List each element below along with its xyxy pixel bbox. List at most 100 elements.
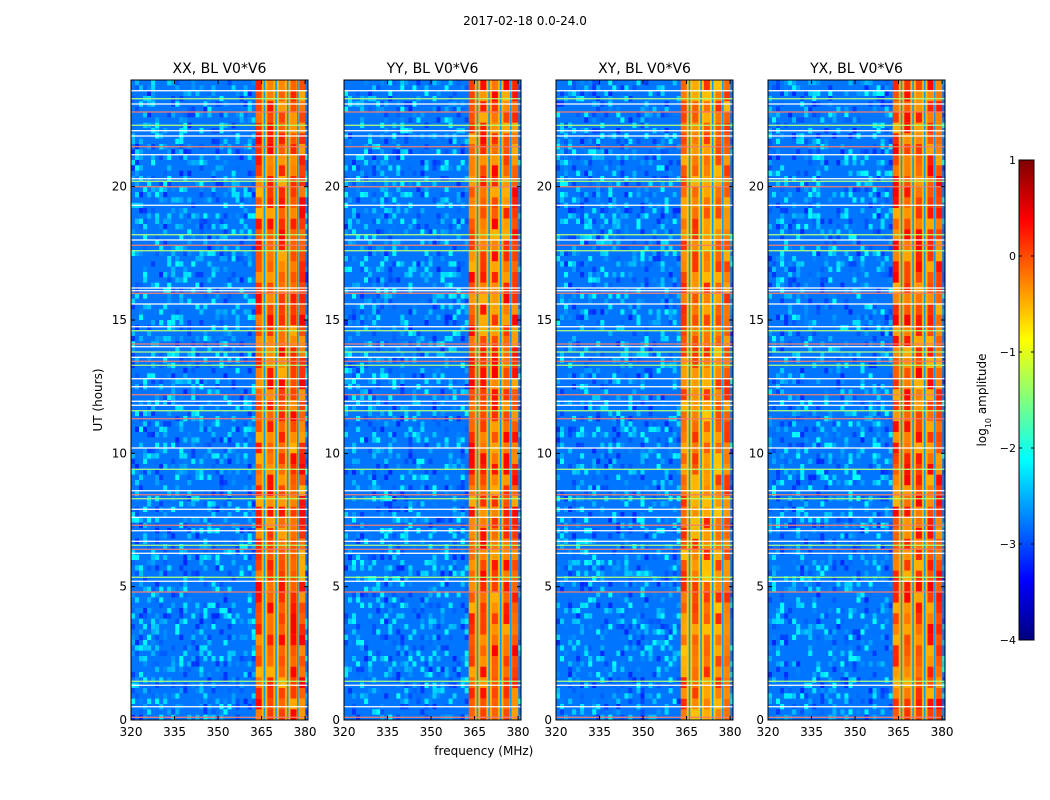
flagged-time-line — [556, 180, 733, 182]
flagged-time-line — [768, 716, 945, 718]
channel-segment — [915, 453, 922, 464]
x-tick-label: 335 — [588, 725, 611, 739]
flagged-time-line — [344, 386, 521, 388]
channel-segment — [480, 592, 487, 603]
channel-segment — [290, 496, 297, 507]
channel-segment — [703, 506, 710, 518]
channel-segment — [255, 208, 262, 219]
channel-segment — [503, 314, 510, 326]
channel-gap — [286, 80, 289, 720]
channel-segment — [278, 154, 285, 166]
channel-segment — [892, 688, 899, 699]
channel-segment — [892, 101, 899, 112]
flagged-time-line — [768, 468, 945, 470]
channel-segment — [680, 453, 687, 464]
channel-segment — [503, 538, 510, 550]
flagged-time-line — [131, 684, 308, 686]
channel-segment — [267, 101, 274, 112]
channel-segment — [892, 432, 899, 443]
channel-segment — [255, 144, 262, 155]
channel-segment — [267, 250, 274, 262]
channel-segment — [290, 549, 297, 560]
channel-segment — [267, 474, 274, 486]
channel-segment — [680, 560, 687, 571]
y-tick-label: 20 — [325, 180, 340, 194]
channel-segment — [278, 186, 285, 198]
panel-title: XY, BL V0*V6 — [598, 61, 691, 77]
channel-segment — [915, 314, 922, 326]
flagged-time-line — [768, 292, 945, 294]
channel-segment — [290, 378, 297, 390]
flagged-time-line — [131, 386, 308, 388]
flagged-time-line — [131, 103, 308, 105]
channel-segment — [491, 570, 498, 582]
flagged-time-line — [768, 498, 945, 500]
flagged-time-line — [768, 706, 945, 708]
channel-segment — [692, 101, 699, 112]
flagged-time-line — [131, 410, 308, 412]
channel-segment — [491, 698, 498, 710]
channel-segment — [491, 688, 498, 699]
channel-segment — [267, 272, 274, 283]
channel-segment — [703, 304, 710, 315]
flagged-time-line — [131, 303, 308, 305]
flagged-time-line — [344, 186, 521, 188]
channel-segment — [267, 144, 274, 155]
channel-segment — [936, 645, 943, 656]
flagged-time-line — [556, 360, 733, 362]
flagged-time-line — [131, 490, 308, 492]
channel-segment — [915, 560, 922, 571]
channel-segment — [936, 538, 943, 550]
channel-segment — [692, 549, 699, 560]
channel-segment — [290, 709, 297, 720]
channel-segment — [267, 666, 274, 678]
channel-segment — [703, 357, 710, 368]
channel-segment — [936, 197, 943, 208]
channel-segment — [892, 154, 899, 166]
channel-segment — [936, 357, 943, 368]
channel-segment — [927, 613, 934, 624]
channel-segment — [692, 112, 699, 123]
channel-segment — [480, 666, 487, 678]
channel-segment — [503, 474, 510, 486]
flagged-time-line — [344, 716, 521, 718]
channel-segment — [915, 709, 922, 720]
channel-gap — [722, 80, 724, 720]
channel-segment — [927, 698, 934, 710]
channel-segment — [290, 357, 297, 368]
channel-segment — [724, 592, 731, 603]
channel-segment — [480, 378, 487, 390]
channel-segment — [491, 709, 498, 720]
channel-segment — [278, 133, 285, 144]
channel-segment — [290, 528, 297, 539]
flagged-time-line — [344, 404, 521, 406]
channel-segment — [255, 613, 262, 624]
channel-gap — [912, 80, 914, 720]
channel-segment — [692, 602, 699, 614]
channel-segment — [299, 613, 306, 624]
channel-segment — [703, 261, 710, 272]
channel-segment — [468, 698, 475, 710]
flagged-time-line — [131, 356, 308, 358]
flagged-time-line — [344, 508, 521, 510]
flagged-time-line — [556, 552, 733, 554]
channel-segment — [927, 592, 934, 603]
flagged-time-line — [768, 178, 945, 180]
channel-segment — [512, 528, 519, 539]
flagged-time-line — [344, 146, 521, 148]
channel-segment — [290, 666, 297, 678]
channel-segment — [290, 208, 297, 219]
channel-segment — [480, 677, 487, 688]
channel-segment — [692, 709, 699, 720]
channel-segment — [904, 645, 911, 656]
flagged-time-line — [556, 498, 733, 500]
channel-segment — [692, 656, 699, 667]
channel-segment — [503, 421, 510, 432]
channel-segment — [491, 496, 498, 507]
channel-segment — [267, 496, 274, 507]
channel-segment — [724, 634, 731, 646]
channel-segment — [703, 453, 710, 464]
channel-segment — [491, 101, 498, 112]
channel-segment — [936, 261, 943, 272]
channel-segment — [278, 293, 285, 304]
